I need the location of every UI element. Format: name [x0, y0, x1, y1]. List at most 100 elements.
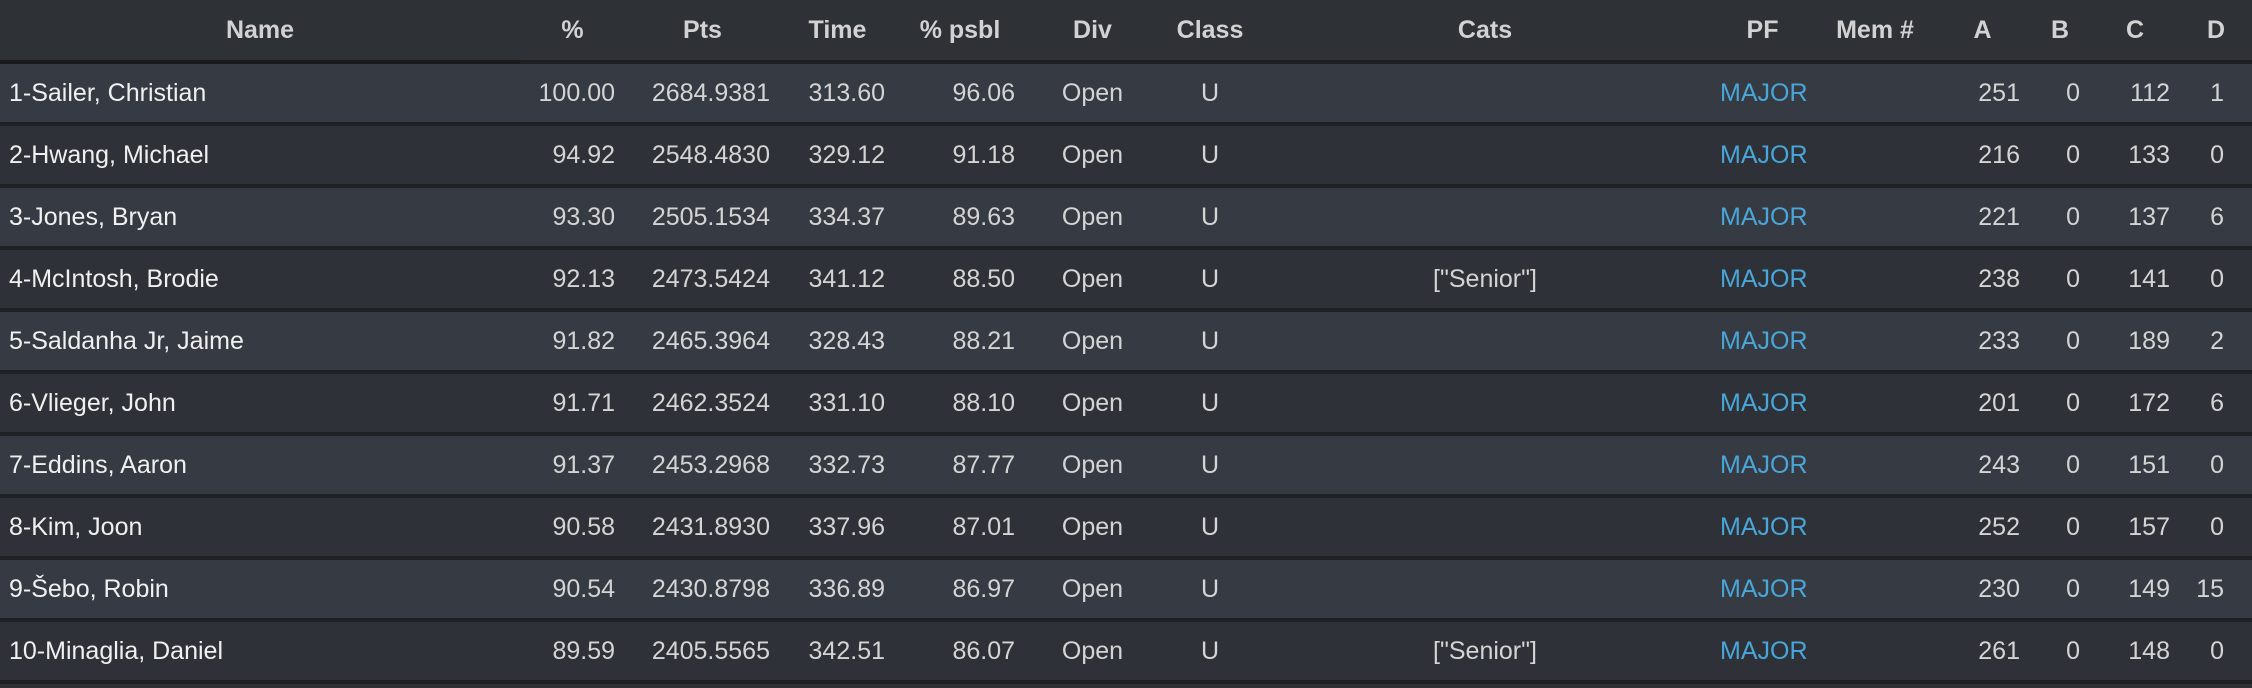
cell-time: 329.12 [780, 124, 895, 188]
cell-name: 9-Šebo, Robin [0, 558, 520, 622]
column-header-cats[interactable]: Cats [1260, 0, 1710, 64]
cell-div: Open [1025, 310, 1160, 374]
table-row[interactable]: 9-Šebo, Robin 90.54 2430.8798 336.89 86.97 Op… [0, 558, 2252, 622]
cell-a: 238 [1935, 248, 2030, 312]
cell-d: 6 [2180, 186, 2252, 250]
cell-pf[interactable]: MAJOR [1710, 496, 1815, 560]
cell-pf[interactable]: MAJOR [1710, 186, 1815, 250]
cell-c: 148 [2090, 620, 2180, 684]
cell-d: 0 [2180, 124, 2252, 188]
column-header-time[interactable]: Time [780, 0, 895, 64]
cell-c: 137 [2090, 186, 2180, 250]
cell-cats [1260, 558, 1710, 622]
cell-a: 216 [1935, 124, 2030, 188]
column-header-mem-number[interactable]: Mem # [1815, 0, 1935, 64]
cell-mem-number [1815, 496, 1935, 560]
cell-name: 10-Minaglia, Daniel [0, 620, 520, 684]
column-header-pct-possible[interactable]: % psbl [895, 0, 1025, 64]
table-row[interactable]: 8-Kim, Joon 90.58 2431.8930 337.96 87.01 Open… [0, 496, 2252, 560]
cell-time: 313.60 [780, 62, 895, 126]
cell-percent: 93.30 [520, 186, 625, 250]
cell-pf[interactable]: MAJOR [1710, 248, 1815, 312]
table-row[interactable]: 4-McIntosh, Brodie 92.13 2473.5424 341.12 88… [0, 248, 2252, 312]
column-header-pf[interactable]: PF [1710, 0, 1815, 64]
cell-div: Open [1025, 62, 1160, 126]
cell-div: Open [1025, 248, 1160, 312]
cell-pf[interactable]: MAJOR [1710, 434, 1815, 498]
cell-a: 251 [1935, 62, 2030, 126]
table-row[interactable]: 5-Saldanha Jr, Jaime 91.82 2465.3964 328.43… [0, 310, 2252, 374]
column-header-div[interactable]: Div [1025, 0, 1160, 64]
cell-cats: ["Senior"] [1260, 620, 1710, 684]
cell-time: 334.37 [780, 186, 895, 250]
cell-percent: 90.58 [520, 496, 625, 560]
cell-name: 5-Saldanha Jr, Jaime [0, 310, 520, 374]
cell-pf[interactable]: MAJOR [1710, 558, 1815, 622]
cell-class: U [1160, 620, 1260, 684]
cell-pts: 2431.8930 [625, 496, 780, 560]
cell-time: 328.43 [780, 310, 895, 374]
cell-c: 189 [2090, 310, 2180, 374]
column-header-a[interactable]: A [1935, 0, 2030, 64]
column-header-name[interactable]: Name [0, 0, 520, 64]
cell-pct-possible: 86.07 [895, 620, 1025, 684]
table-row[interactable]: 10-Minaglia, Daniel 89.59 2405.5565 342.51 8… [0, 620, 2252, 684]
cell-div: Open [1025, 372, 1160, 436]
cell-class: U [1160, 62, 1260, 126]
table-row[interactable]: 6-Vlieger, John 91.71 2462.3524 331.10 88.10… [0, 372, 2252, 436]
cell-c: 149 [2090, 558, 2180, 622]
cell-cats [1260, 496, 1710, 560]
cell-div: Open [1025, 620, 1160, 684]
cell-pct-possible: 91.18 [895, 124, 1025, 188]
cell-a: 252 [1935, 496, 2030, 560]
column-header-b[interactable]: B [2030, 0, 2090, 64]
cell-percent: 92.13 [520, 248, 625, 312]
cell-pf[interactable]: MAJOR [1710, 372, 1815, 436]
column-header-c[interactable]: C [2090, 0, 2180, 64]
cell-c: 151 [2090, 434, 2180, 498]
cell-c: 112 [2090, 62, 2180, 126]
cell-c: 133 [2090, 124, 2180, 188]
cell-c: 157 [2090, 496, 2180, 560]
cell-b: 0 [2030, 186, 2090, 250]
cell-a: 201 [1935, 372, 2030, 436]
cell-mem-number [1815, 310, 1935, 374]
column-header-percent[interactable]: % [520, 0, 625, 64]
cell-b: 0 [2030, 62, 2090, 126]
cell-name: 2-Hwang, Michael [0, 124, 520, 188]
table-row[interactable]: 7-Eddins, Aaron 91.37 2453.2968 332.73 87.77… [0, 434, 2252, 498]
cell-pts: 2548.4830 [625, 124, 780, 188]
cell-percent: 91.71 [520, 372, 625, 436]
cell-pf[interactable]: MAJOR [1710, 124, 1815, 188]
cell-pf[interactable]: MAJOR [1710, 62, 1815, 126]
cell-pct-possible: 88.50 [895, 248, 1025, 312]
table-row[interactable]: 1-Sailer, Christian 100.00 2684.9381 313.60… [0, 62, 2252, 126]
cell-div: Open [1025, 186, 1160, 250]
cell-percent: 89.59 [520, 620, 625, 684]
cell-time: 336.89 [780, 558, 895, 622]
cell-pct-possible: 89.63 [895, 186, 1025, 250]
column-header-pts[interactable]: Pts [625, 0, 780, 64]
cell-percent: 91.37 [520, 434, 625, 498]
cell-pf[interactable]: MAJOR [1710, 310, 1815, 374]
cell-cats [1260, 62, 1710, 126]
table-row[interactable]: 3-Jones, Bryan 93.30 2505.1534 334.37 89.63 O… [0, 186, 2252, 250]
cell-a: 230 [1935, 558, 2030, 622]
cell-name: 1-Sailer, Christian [0, 62, 520, 126]
cell-a: 233 [1935, 310, 2030, 374]
cell-class: U [1160, 434, 1260, 498]
cell-pts: 2505.1534 [625, 186, 780, 250]
cell-pct-possible: 88.10 [895, 372, 1025, 436]
column-header-d[interactable]: D [2180, 0, 2252, 64]
cell-div: Open [1025, 434, 1160, 498]
cell-class: U [1160, 496, 1260, 560]
cell-pf[interactable]: MAJOR [1710, 620, 1815, 684]
cell-class: U [1160, 124, 1260, 188]
cell-b: 0 [2030, 620, 2090, 684]
table-row[interactable]: 2-Hwang, Michael 94.92 2548.4830 329.12 91.1… [0, 124, 2252, 188]
cell-pts: 2430.8798 [625, 558, 780, 622]
column-header-class[interactable]: Class [1160, 0, 1260, 64]
cell-time: 342.51 [780, 620, 895, 684]
cell-div: Open [1025, 124, 1160, 188]
